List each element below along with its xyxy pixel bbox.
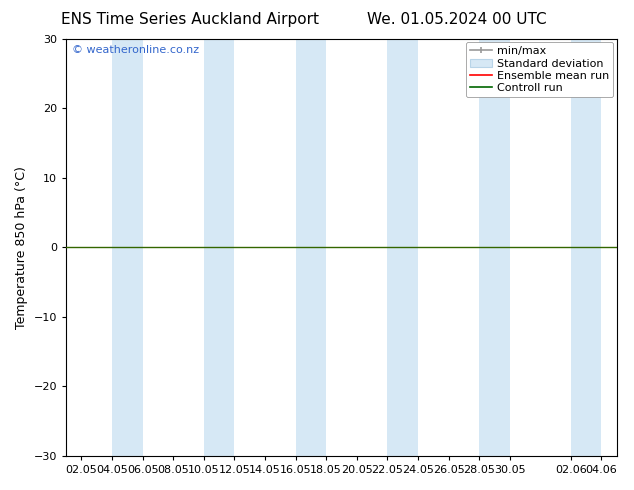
Bar — [112, 39, 143, 456]
Text: © weatheronline.co.nz: © weatheronline.co.nz — [72, 45, 198, 55]
Bar — [295, 39, 326, 456]
Text: We. 01.05.2024 00 UTC: We. 01.05.2024 00 UTC — [366, 12, 547, 27]
Bar — [204, 39, 235, 456]
Legend: min/max, Standard deviation, Ensemble mean run, Controll run: min/max, Standard deviation, Ensemble me… — [465, 42, 614, 98]
Bar — [479, 39, 510, 456]
Y-axis label: Temperature 850 hPa (°C): Temperature 850 hPa (°C) — [15, 166, 28, 329]
Bar — [387, 39, 418, 456]
Text: ENS Time Series Auckland Airport: ENS Time Series Auckland Airport — [61, 12, 319, 27]
Bar — [571, 39, 602, 456]
